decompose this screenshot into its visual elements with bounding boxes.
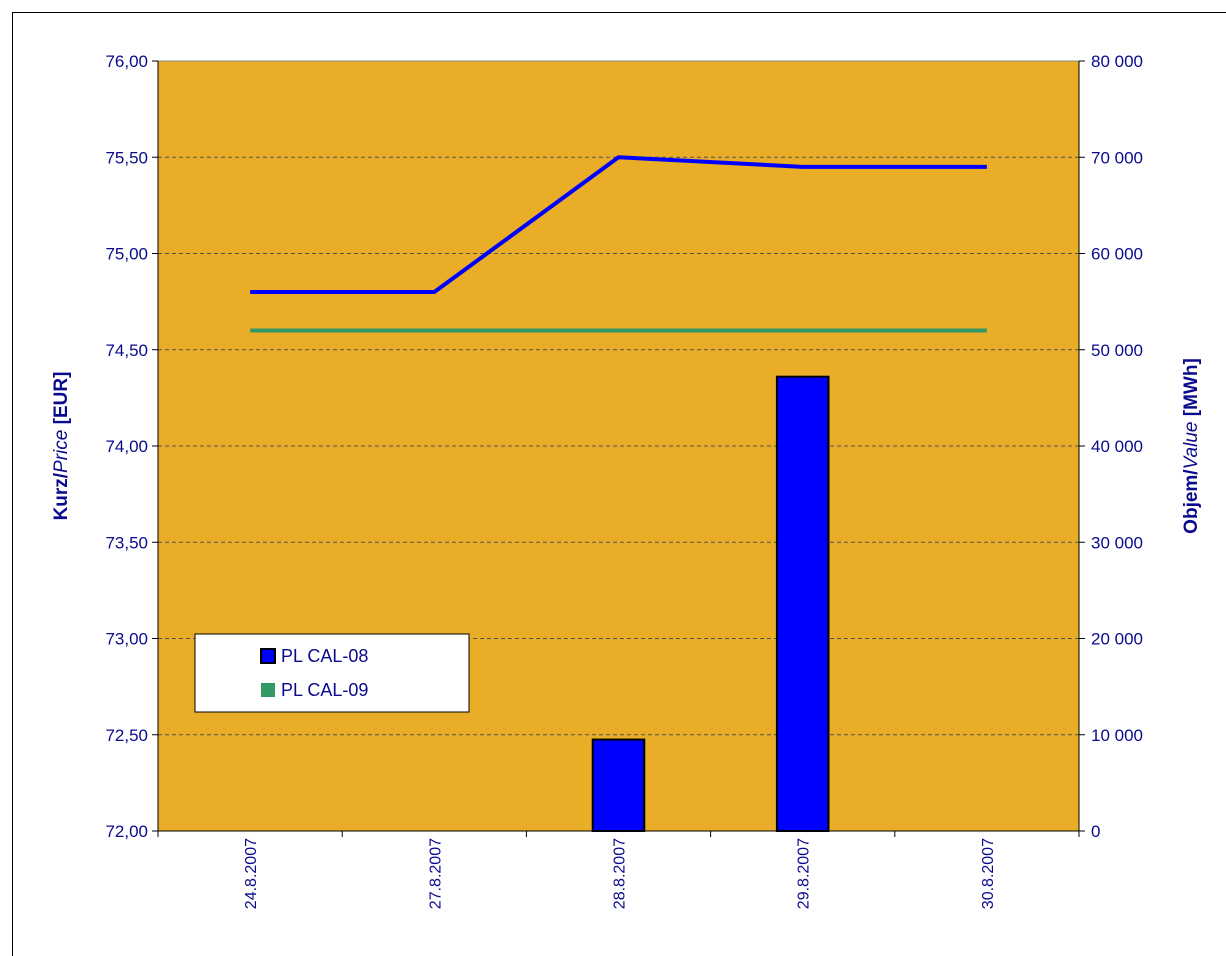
- right-tick-label: 50 000: [1091, 341, 1143, 360]
- left-tick-label: 72,50: [105, 726, 148, 745]
- left-tick-label: 75,00: [105, 245, 148, 264]
- bar-29.8.2007: [775, 375, 830, 832]
- right-tick-label: 80 000: [1091, 52, 1143, 71]
- x-tick-label: 27.8.2007: [427, 838, 444, 909]
- legend-box: [194, 633, 470, 713]
- legend-swatch-pl-cal-09: [261, 683, 275, 697]
- legend-label-pl-cal-09: PL CAL-09: [281, 680, 368, 700]
- legend-label-pl-cal-08: PL CAL-08: [281, 646, 368, 666]
- right-tick-label: 0: [1091, 822, 1100, 841]
- right-tick-label: 60 000: [1091, 245, 1143, 264]
- right-tick-label: 40 000: [1091, 437, 1143, 456]
- x-tick-label: 29.8.2007: [796, 838, 813, 909]
- chart-frame: [12, 12, 1226, 956]
- left-axis-ticks: 72,00 72,50 73,00 73,50 74,00 74,50 75,00 75,50…: [105, 52, 158, 841]
- right-tick-label: 70 000: [1091, 148, 1143, 167]
- bar-28.8.2007: [591, 738, 646, 832]
- right-tick-label: 20 000: [1091, 630, 1143, 649]
- x-axis-ticks: 24.8.2007 27.8.2007 28.8.2007 29.8.2007 30.8…: [157, 831, 1080, 909]
- left-tick-label: 73,50: [105, 533, 148, 552]
- left-tick-label: 74,50: [105, 341, 148, 360]
- price-lines: [250, 155, 987, 333]
- legend-swatch-pl-cal-08: [260, 648, 276, 664]
- left-tick-label: 76,00: [105, 52, 148, 71]
- left-tick-label: 75,50: [105, 148, 148, 167]
- right-axis-title: Objem/Value [MWh]: [1181, 358, 1202, 534]
- volume-bars: [591, 375, 830, 832]
- plot-area: [157, 60, 1080, 832]
- right-tick-label: 30 000: [1091, 533, 1143, 552]
- left-axis-title: Kurz/Price [EUR]: [51, 372, 72, 521]
- right-tick-label: 10 000: [1091, 726, 1143, 745]
- left-tick-label: 74,00: [105, 437, 148, 456]
- left-tick-label: 73,00: [105, 630, 148, 649]
- legend: PL CAL-08 PL CAL-09: [194, 633, 470, 713]
- x-tick-label: 30.8.2007: [980, 838, 997, 909]
- right-axis-ticks: 0 10 000 20 000 30 000 40 000 50 000 60 000 70 …: [1079, 52, 1143, 841]
- x-tick-label: 28.8.2007: [612, 838, 629, 909]
- left-tick-label: 72,00: [105, 822, 148, 841]
- series-line-pl-cal-08: [250, 155, 987, 294]
- x-tick-label: 24.8.2007: [243, 838, 260, 909]
